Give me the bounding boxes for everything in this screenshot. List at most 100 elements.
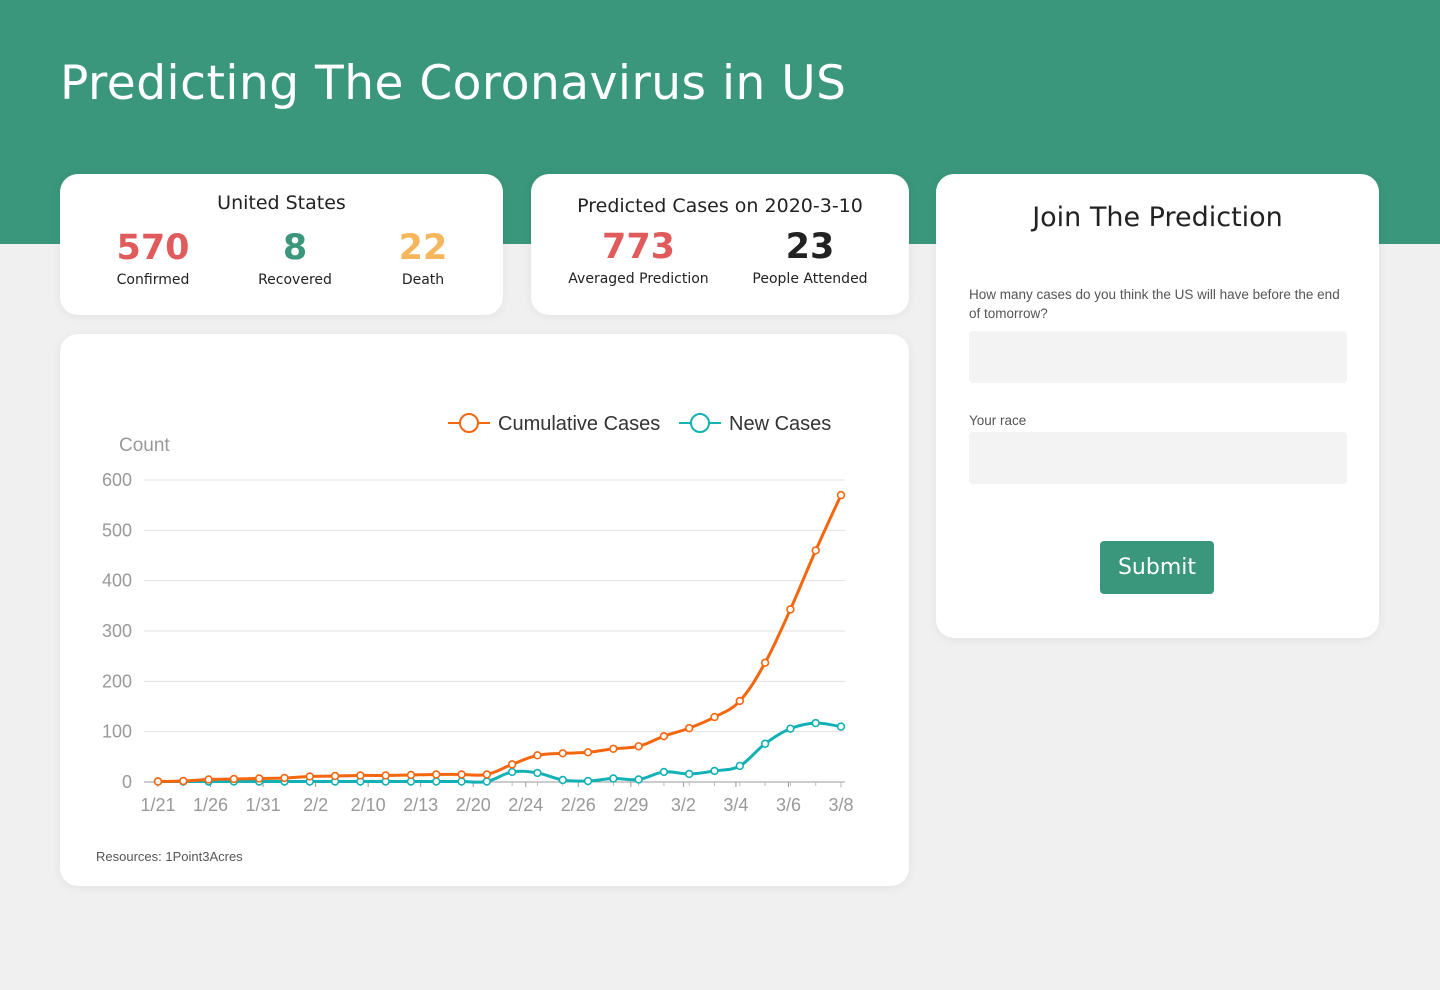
cases-guess-input[interactable] [969, 331, 1347, 383]
x-tick-label: 2/26 [561, 795, 596, 815]
x-tick-label: 2/2 [303, 795, 328, 815]
chart-card: 0 100 200 300 400 500 600 Count 1/21 1/26 1/31 2/2 2… [60, 334, 909, 886]
y-tick-label: 500 [102, 520, 132, 540]
y-tick-label: 400 [102, 571, 132, 591]
x-tick-label: 1/31 [246, 795, 281, 815]
x-tick-label: 2/29 [613, 795, 648, 815]
confirmed-label: Confirmed [116, 272, 190, 288]
join-prediction-card: Join The Prediction How many cases do yo… [936, 174, 1379, 638]
cases-line-chart: 0 100 200 300 400 500 600 Count 1/21 1/26 1/31 2/2 2… [102, 413, 854, 815]
y-tick-label: 100 [102, 722, 132, 742]
data-point [406, 770, 416, 780]
data-point [305, 772, 314, 781]
legend-label: New Cases [729, 413, 831, 435]
data-point [254, 774, 264, 783]
people-attended-label: People Attended [752, 271, 868, 287]
stat-death: 22 Death [348, 228, 498, 288]
us-card-title: United States [217, 192, 346, 214]
data-point [583, 776, 593, 786]
data-point [432, 777, 441, 786]
data-point [229, 774, 239, 784]
x-tick-label: 1/26 [193, 795, 228, 815]
stat-recovered: 8 Recovered [220, 228, 370, 288]
data-point [457, 777, 466, 786]
data-point [735, 696, 745, 706]
y-tick-label: 600 [102, 470, 132, 490]
x-tick-label: 2/13 [403, 795, 438, 815]
data-point [735, 761, 745, 771]
data-point [811, 718, 820, 728]
data-point [482, 770, 492, 779]
stat-confirmed: 570 Confirmed [78, 228, 228, 288]
submit-button[interactable]: Submit [1100, 541, 1214, 594]
data-point [558, 749, 567, 758]
stat-people-attended: 23 People Attended [729, 227, 891, 287]
prediction-card-title: Predicted Cases on 2020-3-10 [577, 195, 863, 217]
averaged-prediction-value: 773 [601, 227, 676, 267]
data-point [609, 774, 618, 783]
legend-marker [690, 413, 710, 433]
data-point [330, 771, 340, 781]
data-point [507, 760, 517, 769]
recovered-label: Recovered [258, 272, 332, 288]
data-point [634, 775, 643, 784]
data-point [533, 768, 542, 778]
data-point [356, 771, 365, 780]
data-point [179, 776, 188, 786]
data-point [836, 490, 846, 500]
data-point [659, 767, 669, 777]
us-stats-card: United States 570 Confirmed 8 Recovered … [60, 174, 503, 315]
data-point [432, 770, 441, 779]
series-line [157, 494, 843, 783]
data-point [153, 777, 163, 786]
chart-source: Resources: 1Point3Acres [96, 849, 243, 864]
x-tick-label: 2/10 [351, 795, 386, 815]
x-tick-label: 3/8 [828, 795, 853, 815]
data-point [507, 767, 517, 777]
data-point [482, 777, 492, 786]
death-value: 22 [398, 228, 448, 268]
cases-question-label: How many cases do you think the US will … [969, 287, 1340, 321]
data-point [634, 742, 643, 751]
data-point [710, 712, 719, 722]
x-tick-label: 3/2 [671, 795, 696, 815]
averaged-prediction-label: Averaged Prediction [568, 271, 709, 287]
data-point [760, 658, 770, 667]
data-point [457, 770, 466, 779]
y-tick-label: 300 [102, 621, 132, 641]
data-point [659, 731, 669, 741]
y-axis-label: Count [119, 435, 170, 456]
x-tick-label: 2/20 [456, 795, 491, 815]
series-line [158, 721, 842, 784]
data-point [583, 748, 593, 757]
y-tick-label: 200 [102, 671, 132, 691]
data-point [558, 775, 567, 785]
data-point [760, 739, 770, 748]
confirmed-value: 570 [116, 228, 190, 268]
join-title: Join The Prediction [1032, 202, 1283, 233]
data-point [685, 769, 694, 779]
legend-marker [459, 413, 479, 433]
data-point [533, 751, 542, 760]
prediction-card: Predicted Cases on 2020-3-10 773 Average… [531, 174, 909, 315]
data-point [786, 724, 795, 733]
recovered-value: 8 [282, 228, 308, 268]
data-point [280, 773, 289, 783]
race-label: Your race [969, 413, 1027, 428]
data-point [685, 723, 694, 733]
data-point [811, 546, 820, 555]
data-point [786, 605, 795, 614]
stat-averaged-prediction: 773 Averaged Prediction [551, 227, 726, 287]
data-point [204, 775, 213, 784]
x-tick-label: 3/4 [723, 795, 748, 815]
x-tick-label: 1/21 [140, 795, 175, 815]
race-input[interactable] [969, 432, 1347, 484]
legend-label: Cumulative Cases [498, 413, 660, 435]
people-attended-value: 23 [785, 227, 835, 267]
death-label: Death [401, 272, 445, 288]
data-point [710, 766, 719, 776]
x-tick-label: 3/6 [776, 795, 801, 815]
x-tick-label: 2/24 [508, 795, 543, 815]
page-title: Predicting The Coronavirus in US [60, 56, 847, 111]
data-point [381, 771, 390, 780]
